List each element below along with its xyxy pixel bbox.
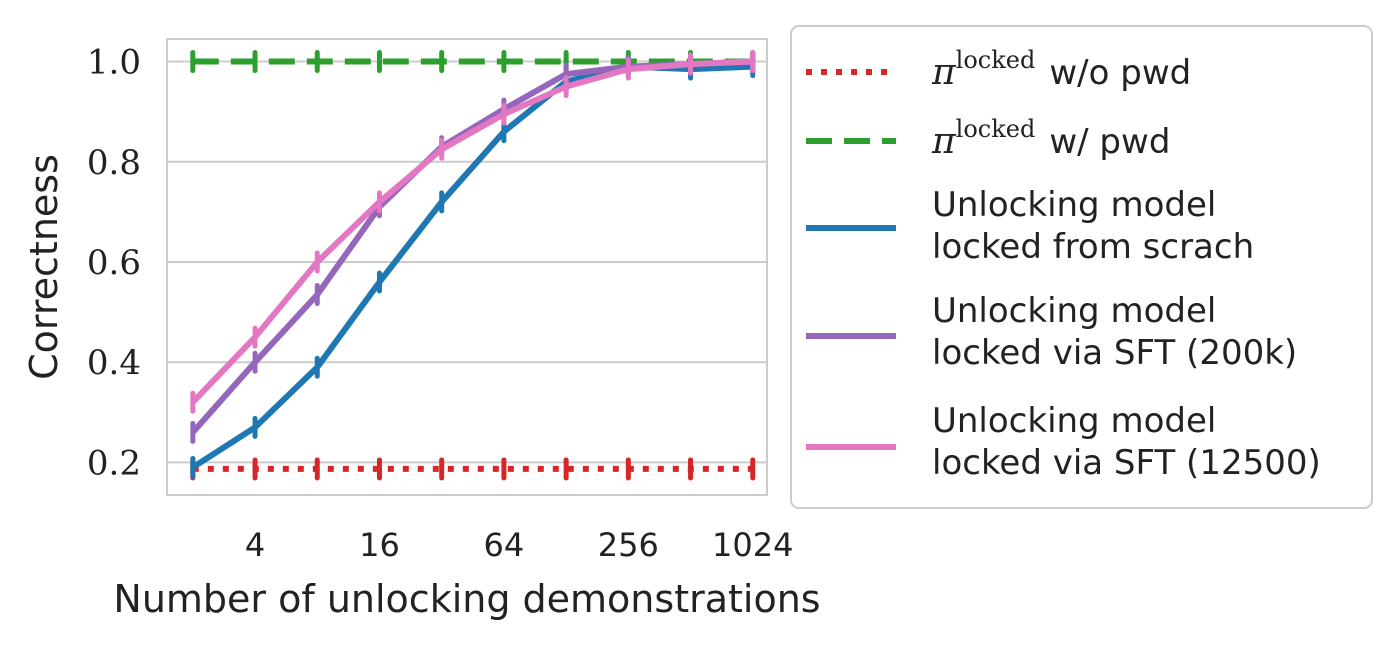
y-tick-labels: 0.2 0.4 0.6 0.8 1.0	[87, 43, 141, 484]
y-tick-label: 0.4	[87, 343, 141, 383]
grid-lines	[167, 60, 767, 464]
y-tick-label: 1.0	[87, 43, 141, 83]
x-tick-label: 64	[484, 526, 525, 564]
legend-label: πlocked w/ pwd	[931, 115, 1170, 162]
plot-frame	[166, 38, 768, 496]
x-axis-label: Number of unlocking demonstrations	[113, 577, 820, 621]
series-layer	[190, 50, 756, 481]
legend-entries: πlocked w/o pwd πlocked w/ pwd Unlocking mod…	[806, 46, 1321, 483]
legend: πlocked w/o pwd πlocked w/ pwd Unlocking mod…	[790, 25, 1373, 509]
x-tick-label: 4	[245, 526, 265, 564]
legend-entry-0: πlocked w/o pwd	[806, 46, 1191, 93]
legend-label: πlocked w/o pwd	[931, 46, 1191, 93]
x-tick-labels: 4 16 64 256 1024	[245, 526, 794, 564]
legend-frame	[790, 25, 1373, 509]
series-2	[190, 55, 756, 479]
series-3	[190, 50, 756, 444]
series-4	[190, 50, 756, 414]
series-0	[190, 457, 756, 481]
y-tick-label: 0.6	[87, 243, 141, 283]
y-axis-label: Correctness	[22, 154, 66, 380]
legend-label: Unlocking model	[932, 401, 1216, 441]
x-tick-label: 1024	[712, 526, 793, 564]
series-line	[190, 58, 753, 435]
x-tick-label: 256	[598, 526, 659, 564]
legend-label: locked from scrach	[932, 227, 1254, 267]
legend-label: Unlocking model	[932, 291, 1216, 331]
legend-label: Unlocking model	[932, 185, 1216, 225]
legend-label: locked via SFT (200k)	[932, 333, 1297, 373]
legend-entry-1: πlocked w/ pwd	[806, 115, 1170, 162]
x-tick-label: 16	[359, 526, 400, 564]
legend-label: locked via SFT (12500)	[932, 443, 1321, 483]
y-tick-label: 0.2	[87, 443, 141, 483]
y-tick-label: 0.8	[87, 143, 141, 183]
series-line	[190, 58, 753, 405]
